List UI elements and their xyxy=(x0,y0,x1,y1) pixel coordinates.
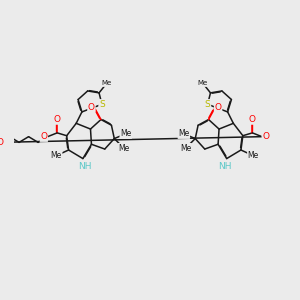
Text: O: O xyxy=(0,138,4,147)
Text: Me: Me xyxy=(102,80,112,86)
Text: O: O xyxy=(214,103,222,112)
Text: Me: Me xyxy=(198,80,208,86)
Text: S: S xyxy=(99,100,105,109)
Text: O: O xyxy=(262,132,269,141)
Text: Me: Me xyxy=(120,129,131,138)
Text: NH: NH xyxy=(218,162,232,171)
Text: O: O xyxy=(249,115,256,124)
Text: O: O xyxy=(88,103,95,112)
Text: NH: NH xyxy=(78,162,92,171)
Text: O: O xyxy=(40,132,47,141)
Text: S: S xyxy=(205,100,211,109)
Text: Me: Me xyxy=(51,151,62,160)
Text: O: O xyxy=(54,115,61,124)
Text: Me: Me xyxy=(180,144,191,153)
Text: Me: Me xyxy=(118,144,129,153)
Text: Me: Me xyxy=(178,129,189,138)
Text: Me: Me xyxy=(248,151,259,160)
